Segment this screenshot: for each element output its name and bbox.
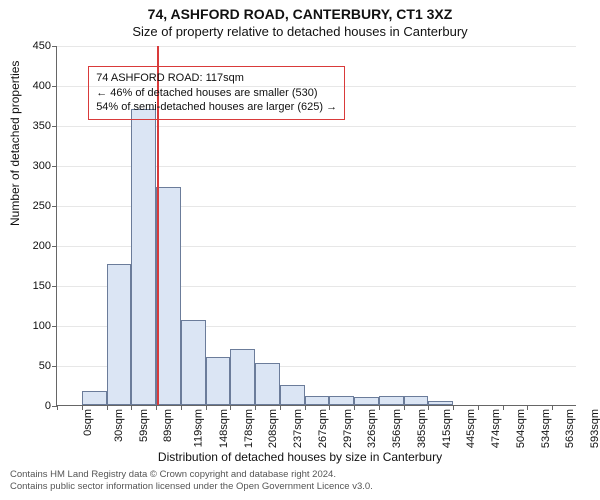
y-tick (52, 286, 57, 287)
x-tick-label: 297sqm (342, 409, 354, 448)
y-tick-label: 50 (21, 360, 51, 372)
y-tick-label: 0 (21, 400, 51, 412)
histogram-bar (305, 396, 330, 405)
x-tick (206, 405, 207, 410)
x-tick (82, 405, 83, 410)
x-tick (354, 405, 355, 410)
chart-title-main: 74, ASHFORD ROAD, CANTERBURY, CT1 3XZ (0, 6, 600, 22)
x-tick-label: 356sqm (391, 409, 403, 448)
x-tick-label: 237sqm (292, 409, 304, 448)
x-tick-label: 563sqm (565, 409, 577, 448)
x-tick-label: 30sqm (113, 409, 125, 442)
y-tick-label: 100 (21, 320, 51, 332)
x-tick (428, 405, 429, 410)
x-tick-label: 415sqm (441, 409, 453, 448)
histogram-bar (107, 264, 132, 405)
histogram-bar (280, 385, 305, 405)
y-tick (52, 86, 57, 87)
y-tick (52, 246, 57, 247)
y-tick-label: 200 (21, 240, 51, 252)
histogram-bar (156, 187, 181, 405)
footer-line-1: Contains HM Land Registry data © Crown c… (10, 469, 373, 481)
histogram-bar (404, 396, 429, 405)
x-tick-label: 326sqm (367, 409, 379, 448)
x-axis-title: Distribution of detached houses by size … (0, 450, 600, 464)
x-tick (552, 405, 553, 410)
y-tick (52, 126, 57, 127)
y-tick (52, 206, 57, 207)
histogram-bar (230, 349, 255, 405)
histogram-bar (329, 396, 354, 405)
chart-plot-area: 0501001502002503003504004500sqm30sqm59sq… (56, 46, 576, 406)
histogram-bar (255, 363, 280, 405)
x-tick-label: 0sqm (82, 409, 94, 436)
histogram-bar (379, 396, 404, 405)
footer-line-2: Contains public sector information licen… (10, 481, 373, 493)
x-tick (230, 405, 231, 410)
x-tick-label: 148sqm (218, 409, 230, 448)
y-tick (52, 366, 57, 367)
x-tick-label: 178sqm (243, 409, 255, 448)
x-tick (255, 405, 256, 410)
x-tick (181, 405, 182, 410)
histogram-bar (131, 109, 156, 405)
y-tick-label: 150 (21, 280, 51, 292)
chart-title-sub: Size of property relative to detached ho… (0, 24, 600, 39)
annotation-line: 54% of semi-detached houses are larger (… (96, 100, 337, 115)
x-tick (280, 405, 281, 410)
histogram-bar (428, 401, 453, 405)
annotation-line: ← 46% of detached houses are smaller (53… (96, 86, 337, 101)
x-tick-label: 59sqm (138, 409, 150, 442)
y-tick (52, 46, 57, 47)
x-tick-label: 504sqm (515, 409, 527, 448)
y-tick-label: 350 (21, 120, 51, 132)
y-tick-label: 250 (21, 200, 51, 212)
x-tick (305, 405, 306, 410)
x-tick-label: 474sqm (490, 409, 502, 448)
x-tick-label: 385sqm (416, 409, 428, 448)
x-tick (379, 405, 380, 410)
y-tick (52, 326, 57, 327)
x-tick-label: 89sqm (162, 409, 174, 442)
y-tick-label: 300 (21, 160, 51, 172)
x-tick (131, 405, 132, 410)
annotation-box: 74 ASHFORD ROAD: 117sqm← 46% of detached… (88, 66, 345, 121)
x-tick-label: 445sqm (466, 409, 478, 448)
y-gridline (57, 46, 576, 47)
y-tick-label: 400 (21, 80, 51, 92)
y-tick-label: 450 (21, 40, 51, 52)
x-tick (107, 405, 108, 410)
histogram-bar (181, 320, 206, 405)
x-tick (503, 405, 504, 410)
x-tick-label: 534sqm (540, 409, 552, 448)
footer-credits: Contains HM Land Registry data © Crown c… (10, 469, 373, 493)
x-tick-label: 208sqm (267, 409, 279, 448)
x-tick-label: 119sqm (192, 409, 204, 447)
x-tick (156, 405, 157, 410)
x-tick (404, 405, 405, 410)
x-tick (57, 405, 58, 410)
y-axis-title: Number of detached properties (8, 61, 22, 226)
histogram-bar (206, 357, 231, 405)
annotation-line: 74 ASHFORD ROAD: 117sqm (96, 71, 337, 86)
x-tick (527, 405, 528, 410)
histogram-bar (354, 397, 379, 405)
x-tick-label: 267sqm (317, 409, 329, 448)
x-tick (329, 405, 330, 410)
y-tick (52, 166, 57, 167)
histogram-bar (82, 391, 107, 405)
x-tick-label: 593sqm (589, 409, 600, 448)
x-tick (453, 405, 454, 410)
x-tick (478, 405, 479, 410)
